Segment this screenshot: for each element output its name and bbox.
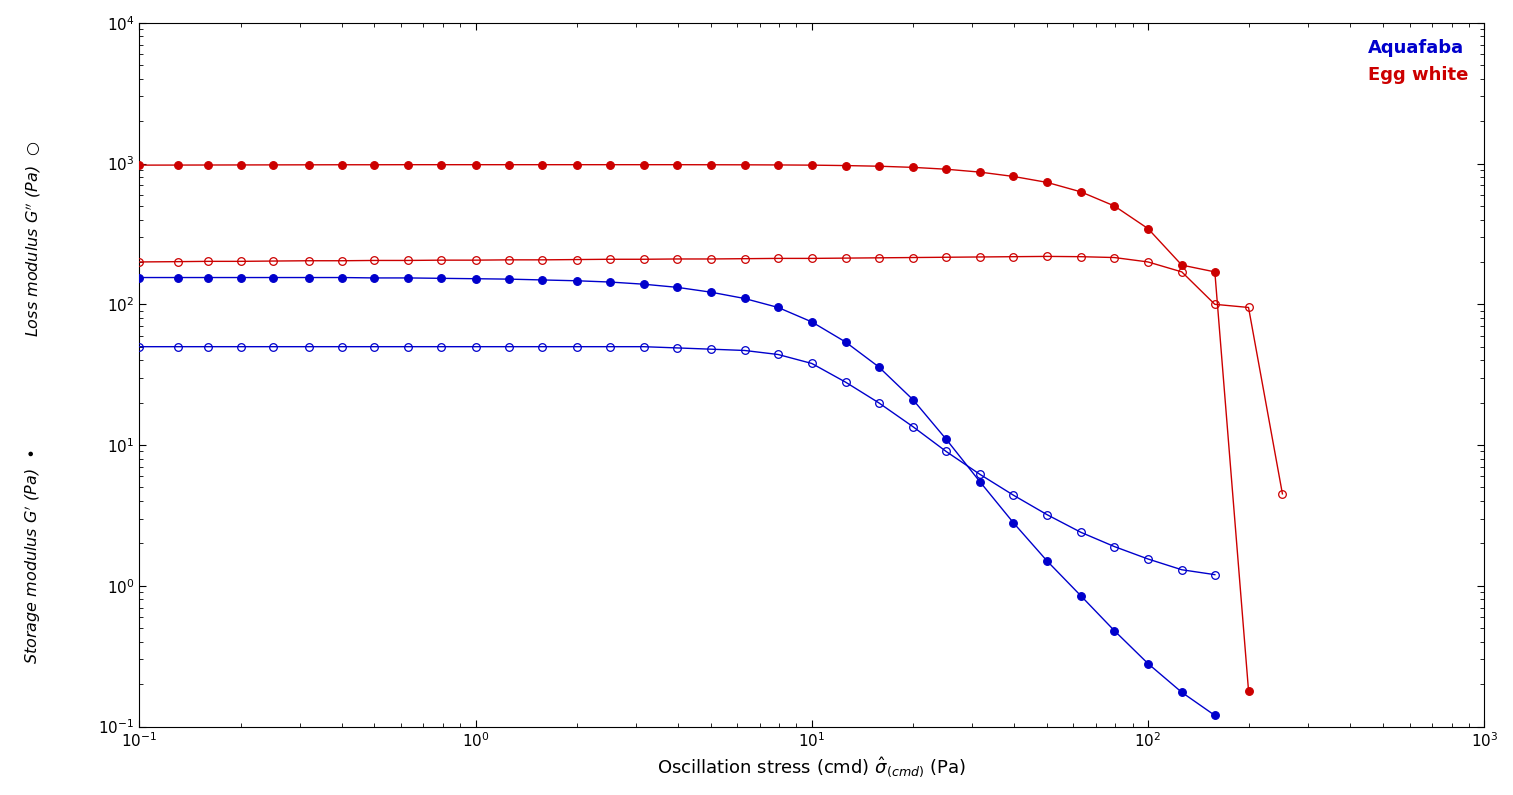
X-axis label: Oscillation stress (cmd) $\hat{\sigma}_{(cmd)}$ (Pa): Oscillation stress (cmd) $\hat{\sigma}_{… — [657, 755, 967, 780]
Text: Loss modulus $G''$ (Pa)  $\bigcirc$: Loss modulus $G''$ (Pa) $\bigcirc$ — [24, 140, 42, 337]
Legend: Aquafaba, Egg white: Aquafaba, Egg white — [1360, 32, 1475, 91]
Text: Storage modulus $G'$ (Pa)  $\bullet$: Storage modulus $G'$ (Pa) $\bullet$ — [23, 449, 44, 664]
